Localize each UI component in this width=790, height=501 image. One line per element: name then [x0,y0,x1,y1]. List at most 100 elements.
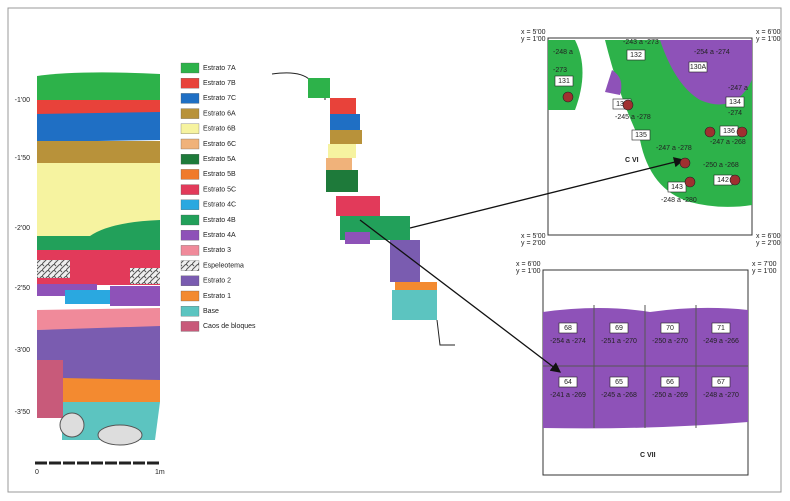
legend-swatch [180,199,200,210]
square-box [609,322,629,334]
legend-swatch [180,214,200,226]
scale-label: 0 [35,469,39,476]
legend-swatch [180,154,200,165]
corner-label: y = 1'00 [521,36,546,43]
legend-swatch [180,275,200,286]
square-box [725,96,745,108]
legend-label: Estrato 7C [203,95,236,102]
legend-label: Estrato 4B [203,217,236,224]
square-number: 134 [729,99,741,106]
legend-swatch [180,321,200,332]
square-number: 66 [666,379,674,386]
corner-label: y = 2'00 [521,240,546,247]
depth-range: -241 a -269 [550,392,586,399]
legend-swatch [180,260,200,271]
legend-label: Estrato 2 [203,278,231,285]
arrow [409,157,685,229]
find-marker [729,174,741,186]
corner-label: x = 5'00 [521,233,546,240]
square-box [688,61,708,73]
legend-label: Estrato 7B [203,80,236,87]
legend-swatch [180,230,200,241]
depth-range: -247 a -278 [656,145,692,152]
corner-label: y = 2'00 [756,240,781,247]
cvii-panel [542,269,749,476]
strat-column [35,72,160,465]
square-box [660,376,680,388]
legend-swatch [180,108,200,119]
depth-range: -273 [553,67,567,74]
legend-label: Estrato 3 [203,247,231,254]
depth-range: -251 a -270 [601,338,637,345]
square-box [631,129,651,141]
legend-swatch [180,123,200,134]
depth-range: -249 a -266 [703,338,739,345]
depth-range: -250 a -269 [652,392,688,399]
depth-range: -248 a [553,49,573,56]
square-number: 69 [615,325,623,332]
legend-swatch [180,78,200,89]
corner-label: x = 6'00 [756,233,781,240]
square-number: 65 [615,379,623,386]
find-marker [736,126,748,138]
find-marker [679,157,691,169]
arrow [359,219,562,373]
legend-swatch [180,245,200,256]
labels: -1'00 -1'50 -2'00 -2'50 -3'00 -3'50 0 1m C VI x =… [15,29,781,476]
profile [271,72,455,346]
legend-swatch [180,184,200,195]
square-box [554,75,574,87]
square-box [711,376,731,388]
corner-label: y = 1'00 [756,36,781,43]
scale-label: 1m [155,469,165,476]
square-number: 67 [717,379,725,386]
square-number: 133 [616,101,628,108]
depth-range: -247 a -268 [710,139,746,146]
square-box [711,322,731,334]
square-number: 132 [630,52,642,59]
square-box [558,376,578,388]
legend-label: Estrato 5A [203,156,236,163]
legend-label: Caos de bloques [203,323,256,330]
legend-swatch [180,62,200,74]
find-marker [684,176,696,188]
square-box [609,376,629,388]
square-number: 136 [723,128,735,135]
panel-title: C VI [625,157,639,164]
depth-range: -247 a [728,85,748,92]
legend-label: Base [203,308,219,315]
find-marker [622,99,634,111]
legend-label: Estrato 1 [203,293,231,300]
depth-range: -248 a -280 [661,197,697,204]
square-number: 143 [671,184,683,191]
square-number: 131 [558,78,570,85]
depth-range: -254 a -274 [550,338,586,345]
depth-label: -2'00 [15,225,30,232]
depth-range: -274 [728,110,742,117]
legend-label: Estrato 6A [203,110,236,117]
square-number: 135 [635,132,647,139]
corner-label: y = 1'00 [516,268,541,275]
depth-range: -245 a -278 [615,114,651,121]
find-marker [704,126,716,138]
find-marker [562,91,574,103]
legend-label: Espeleotema [203,262,244,269]
square-number: 71 [717,325,725,332]
corner-label: x = 5'00 [521,29,546,36]
square-number: 70 [666,325,674,332]
square-box [558,322,578,334]
square-box [626,49,646,61]
depth-label: -2'50 [15,285,30,292]
legend-swatch [180,138,200,150]
depth-label: -3'50 [15,409,30,416]
square-number: 68 [564,325,572,332]
legend-swatch [180,169,200,180]
depth-label: -1'00 [15,97,30,104]
legend-label: Estrato 7A [203,65,236,72]
corner-label: x = 6'00 [756,29,781,36]
legend-label: Estrato 6C [203,141,236,148]
legend-label: Estrato 4A [203,232,236,239]
depth-range: -248 a -270 [703,392,739,399]
legend-swatch [180,93,200,104]
